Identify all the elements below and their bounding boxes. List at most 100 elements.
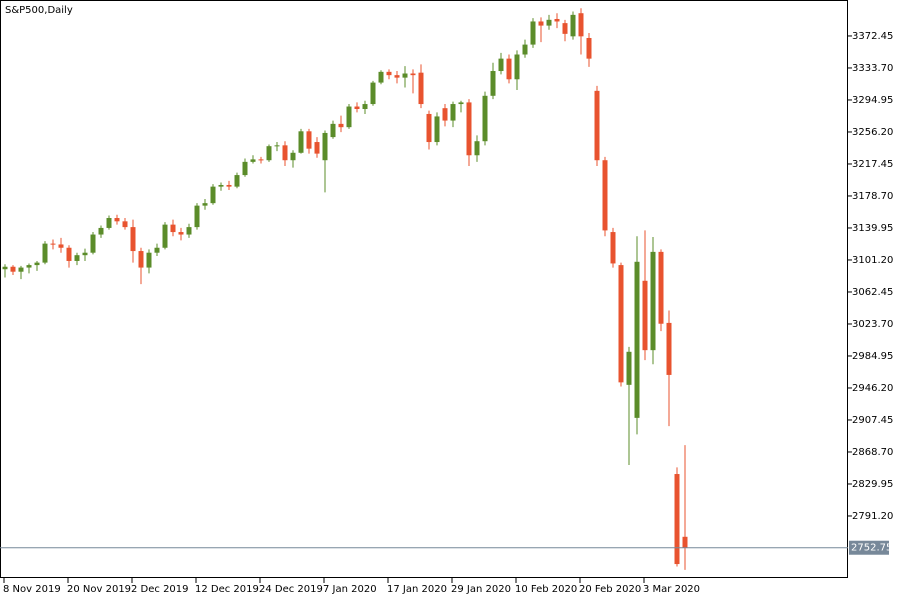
candle-body [362,104,368,110]
chart-title: S&P500,Daily [5,5,73,16]
candle-body [58,244,64,248]
candle-body [658,251,664,324]
y-tick-label: 3062.45 [852,287,893,298]
candle-body [450,104,456,121]
candle-body [554,18,560,22]
y-tick-label: 2946.20 [852,383,893,394]
y-tick-label: 2868.70 [852,447,893,458]
candle-body [242,161,248,176]
candle-body [650,251,656,351]
candle-body [290,152,296,161]
candle-body [418,72,424,105]
y-tick-label: 3333.70 [852,63,893,74]
candle-body [298,131,304,153]
y-tick-label: 3178.70 [852,191,893,202]
candle-body [642,280,648,351]
candle-body [330,123,336,138]
candle-body [42,243,48,263]
candle-body [50,243,56,245]
candle-body [618,265,624,383]
candle-body [226,184,232,187]
candle-body [634,261,640,418]
candle-body [98,227,104,235]
candle-body [306,131,312,149]
candle-body [114,218,120,222]
candle-body [522,44,528,55]
candle-body [458,102,464,105]
candle-body [274,145,280,147]
y-tick-label: 3294.95 [852,95,893,106]
candle-body [514,54,520,80]
candle-body [186,227,192,235]
y-tick-label: 3372.45 [852,31,893,42]
y-tick-label: 2791.20 [852,511,893,522]
candle-body [34,262,40,266]
candle-body [442,108,448,121]
price-label: 2752.75 [851,543,892,554]
candle-body [258,159,264,161]
candle-body [170,224,176,233]
candle-body [146,252,152,268]
candle-body [674,474,680,565]
candle-body [218,184,224,187]
x-tick-label: 3 Mar 2020 [643,584,700,595]
candle-body [2,266,8,270]
candle-body [314,142,320,154]
candle-body [570,14,576,37]
candle-body [402,73,408,78]
candle-body [498,58,504,72]
x-tick-label: 20 Feb 2020 [579,584,641,595]
y-tick-label: 2907.45 [852,415,893,426]
candle-body [410,73,416,76]
candle-body [594,90,600,161]
candle-body [370,82,376,105]
candle-body [282,145,288,161]
plot-frame [0,0,848,578]
plot [2,8,688,570]
candle-body [378,71,384,83]
candle-body [338,123,344,128]
candle-body [122,221,128,228]
candle-body [354,106,360,110]
x-tick-label: 8 Nov 2019 [3,584,61,595]
y-tick-label: 3256.20 [852,127,893,138]
candle-body [562,23,568,34]
candle-body [82,252,88,256]
candle-body [546,19,552,26]
x-tick-label: 20 Nov 2019 [67,584,131,595]
y-tick-label: 3139.95 [852,223,893,234]
candle-body [202,203,208,206]
candle-body [250,159,256,162]
candle-body [66,247,72,261]
candle-body [426,113,432,143]
candle-body [10,266,16,272]
candle-body [386,71,392,76]
x-tick-label: 10 Feb 2020 [515,584,577,595]
candle-body [178,232,184,235]
candle-body [434,116,440,143]
candle-body [346,106,352,128]
candle-body [210,186,216,204]
x-tick-label: 29 Jan 2020 [451,584,511,595]
candle-body [74,255,80,261]
candle-body [530,21,536,45]
candle-body [106,218,112,228]
candle-body [586,37,592,59]
candle-body [666,322,672,375]
candle-body [682,536,688,548]
candle-body [466,102,472,156]
candle-body [506,58,512,80]
x-tick-label: 24 Dec 2019 [259,584,323,595]
candle-body [578,13,584,37]
candle-body [394,75,400,78]
candle-body [162,224,168,248]
candle-body [626,351,632,385]
y-tick-label: 2984.95 [852,351,893,362]
candle-body [90,234,96,253]
candle-body [538,21,544,26]
x-tick-label: 7 Jan 2020 [323,584,377,595]
candle-body [138,251,144,268]
